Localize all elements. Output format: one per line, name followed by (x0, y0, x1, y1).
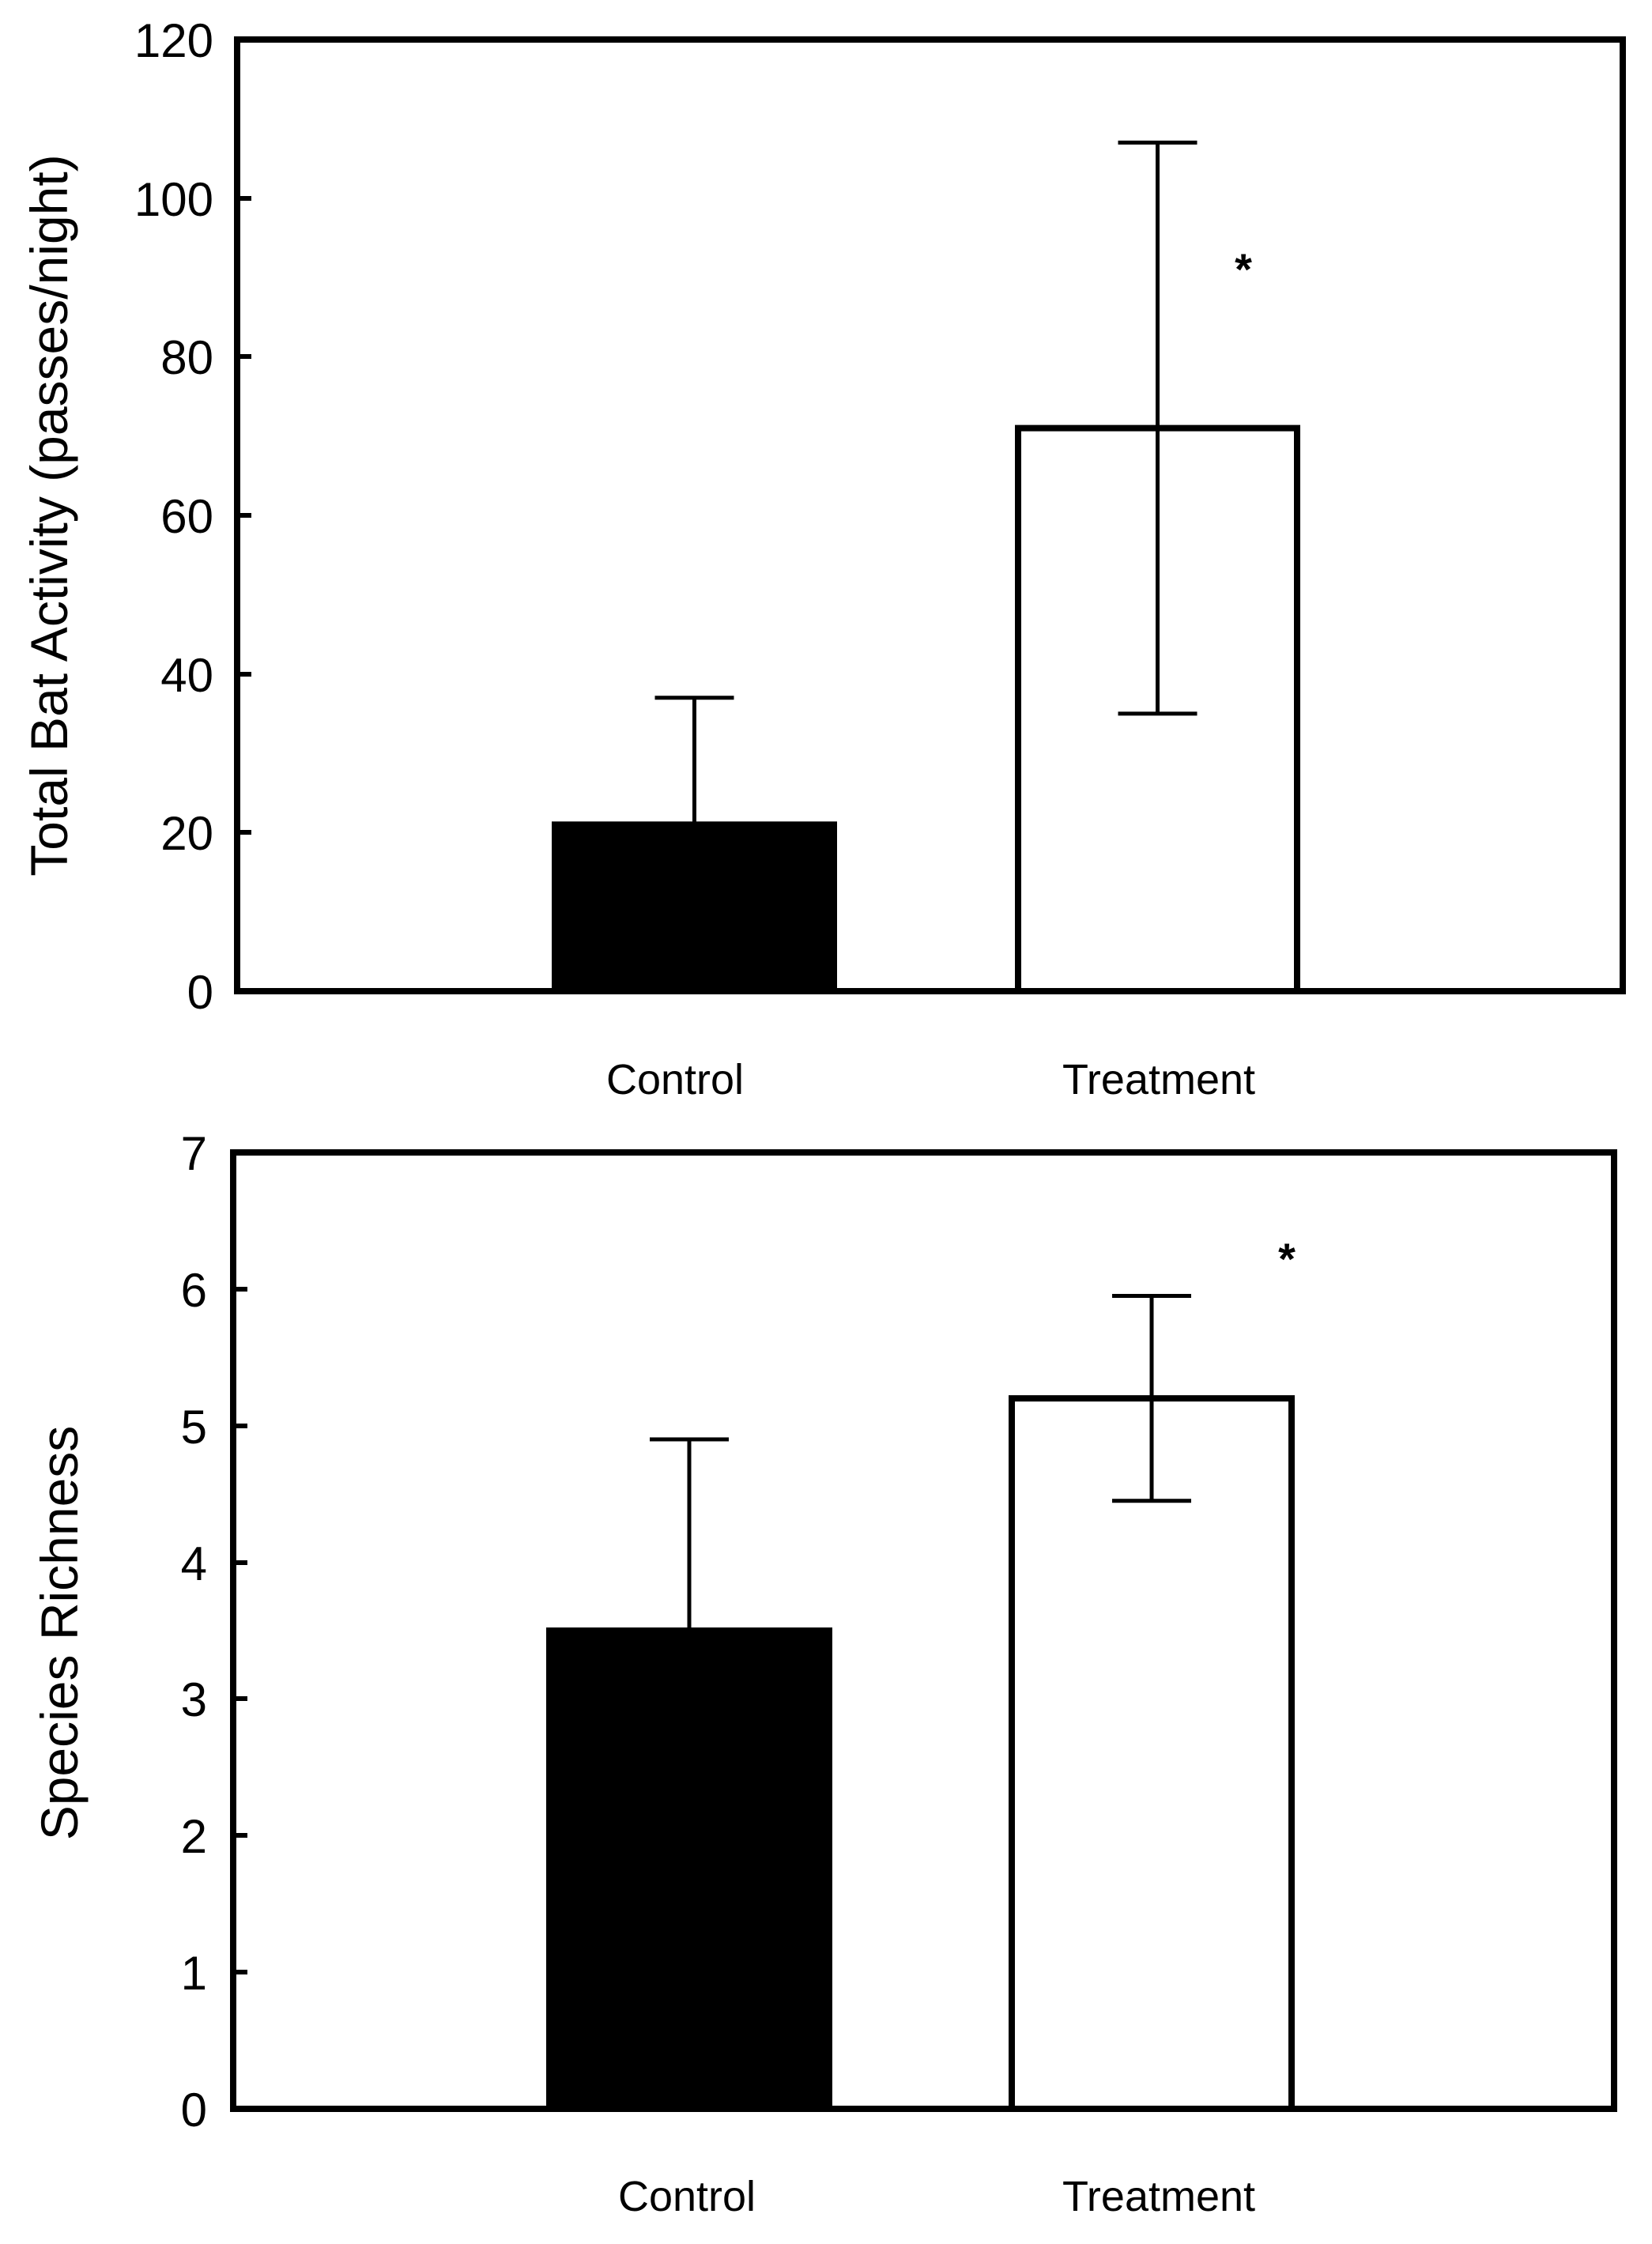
error-bar-treatment (1118, 140, 1198, 716)
bar-control (546, 1627, 832, 2112)
y-tick-label: 0 (187, 966, 213, 1019)
panel-bat-activity: Total Bat Activity (passes/night) 0 20 4… (20, 14, 1626, 1103)
y-tick-label: 6 (181, 1264, 207, 1317)
y-tick-label: 2 (181, 1810, 207, 1863)
y-tick-label: 120 (134, 14, 213, 67)
error-bar-treatment (1112, 1294, 1191, 1503)
y-tick-0: 0 (181, 2084, 247, 2137)
panel-species-richness: Species Richness 0 1 2 3 4 5 6 (30, 1127, 1617, 2220)
y-tick-60: 60 (160, 490, 251, 543)
x-category-label-control: Control (606, 1056, 744, 1103)
y-tick-6: 6 (181, 1264, 247, 1317)
y-tick-label: 60 (160, 490, 213, 543)
y-tick-80: 80 (160, 331, 251, 384)
y-tick-7: 7 (181, 1127, 247, 1180)
y-axis-label: Species Richness (30, 1426, 89, 1841)
y-tick-label: 80 (160, 331, 213, 384)
significance-marker: * (1278, 1234, 1296, 1284)
y-tick-label: 7 (181, 1127, 207, 1180)
bar-control (552, 821, 837, 995)
y-tick-label: 3 (181, 1673, 207, 1726)
y-tick-label: 100 (134, 173, 213, 226)
y-axis-label: Total Bat Activity (passes/night) (20, 154, 78, 876)
y-tick-1: 1 (181, 1947, 247, 2000)
y-tick-3: 3 (181, 1673, 247, 1726)
x-category-label-treatment: Treatment (1062, 1056, 1255, 1103)
plot-frame (234, 36, 1626, 994)
y-tick-label: 40 (160, 649, 213, 702)
plot-frame (230, 1149, 1617, 2112)
y-tick-120: 120 (134, 14, 251, 67)
y-tick-label: 4 (181, 1537, 207, 1590)
y-tick-5: 5 (181, 1401, 247, 1454)
y-tick-label: 0 (181, 2084, 207, 2137)
y-tick-label: 20 (160, 807, 213, 860)
y-tick-20: 20 (160, 807, 251, 860)
y-tick-label: 5 (181, 1401, 207, 1454)
significance-marker: * (1235, 244, 1252, 294)
y-tick-label: 1 (181, 1947, 207, 2000)
error-bar-control (654, 696, 734, 825)
y-tick-2: 2 (181, 1810, 247, 1863)
y-tick-40: 40 (160, 649, 251, 702)
x-category-label-control: Control (618, 2173, 756, 2220)
y-tick-100: 100 (134, 173, 251, 226)
error-bar-control (650, 1437, 729, 1631)
y-tick-0: 0 (187, 966, 251, 1019)
x-category-label-treatment: Treatment (1062, 2173, 1255, 2220)
y-tick-4: 4 (181, 1537, 247, 1590)
bar-treatment (1009, 1395, 1295, 2112)
